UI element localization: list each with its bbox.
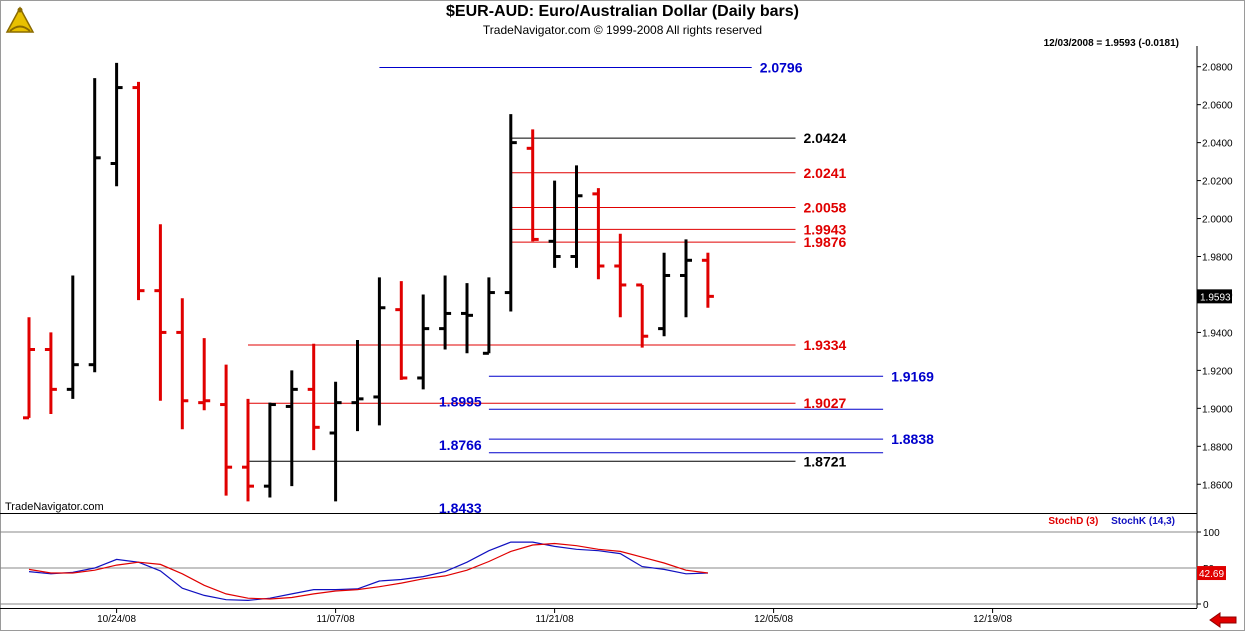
indicator-legend: StochD (3) StochK (14,3) (1048, 516, 1175, 527)
level-label: 1.8433 (439, 500, 482, 516)
stoch-tick-label: 100 (1203, 528, 1220, 539)
ohlc-bar (461, 283, 473, 354)
ohlc-bar (242, 398, 254, 502)
level-label: 2.0796 (760, 59, 803, 75)
ohlc-bar (373, 277, 386, 426)
level-label: 1.8838 (891, 431, 934, 447)
ohlc-bar (44, 332, 57, 415)
ohlc-bar (66, 275, 79, 399)
y-tick-label: 2.0400 (1202, 139, 1233, 150)
scroll-left-arrow-icon[interactable] (1208, 612, 1238, 628)
level-label: 1.9334 (804, 337, 847, 353)
ohlc-bar (220, 364, 233, 496)
y-tick-label: 1.8600 (1202, 480, 1233, 491)
level-label: 1.9027 (804, 395, 847, 411)
last-price-badge (1197, 289, 1232, 304)
x-tick-label: 10/24/08 (97, 614, 136, 625)
ohlc-bar (592, 188, 605, 280)
ohlc-bar (482, 277, 495, 355)
ohlc-bar (351, 340, 364, 432)
ohlc-bar (526, 129, 539, 242)
y-tick-label: 1.9200 (1202, 366, 1233, 377)
ohlc-bar (504, 114, 517, 312)
ohlc-bar (285, 370, 298, 487)
x-tick-label: 11/07/08 (317, 614, 356, 625)
y-tick-label: 2.0200 (1202, 177, 1233, 188)
ohlc-bar (680, 239, 692, 318)
ohlc-bar (154, 224, 167, 401)
ohlc-bar (132, 81, 145, 301)
ohlc-bar (417, 294, 430, 390)
y-tick-label: 1.9000 (1202, 404, 1233, 415)
chart-title: $EUR-AUD: Euro/Australian Dollar (Daily … (446, 3, 799, 20)
x-tick-label: 12/05/08 (754, 614, 793, 625)
ohlc-bar (439, 275, 452, 350)
stochd-line (28, 542, 708, 600)
level-label: 1.9943 (804, 221, 847, 237)
ohlc-bar (110, 62, 123, 187)
ohlc-bar (701, 252, 714, 308)
y-tick-label: 1.9400 (1202, 328, 1233, 339)
ohlc-bar (329, 381, 342, 502)
ohlc-bar (307, 343, 320, 451)
stochk-line (28, 541, 708, 602)
y-tick-label: 2.0000 (1202, 215, 1233, 226)
ohlc-bar (198, 338, 211, 411)
ohlc-bar (570, 165, 583, 268)
ohlc-bar (614, 233, 627, 318)
stochd-legend: StochD (3) (1048, 516, 1099, 527)
y-tick-label: 2.0800 (1202, 63, 1233, 74)
ohlc-bar (658, 252, 671, 337)
level-label: 1.8721 (804, 453, 847, 469)
ohlc-bar (23, 317, 35, 420)
level-label: 2.0424 (804, 130, 847, 146)
stoch-last-badge (1197, 566, 1226, 581)
ohlc-bar (88, 78, 101, 373)
y-tick-label: 2.0600 (1202, 101, 1233, 112)
ohlc-bar (176, 298, 189, 430)
ohlc-bar (636, 283, 649, 348)
stochk-legend: StochK (14,3) (1111, 516, 1175, 527)
level-label: 1.9169 (891, 368, 934, 384)
level-label: 1.8995 (439, 393, 482, 409)
y-tick-label: 1.8800 (1202, 442, 1233, 453)
ohlc-bar (548, 180, 561, 268)
stoch-last-label: 42.69 (1199, 569, 1224, 580)
chart-copyright: TradeNavigator.com © 1999-2008 All right… (482, 23, 763, 37)
last-price-label: 1.9593 (1200, 292, 1231, 303)
x-tick-label: 11/21/08 (536, 614, 575, 625)
ohlc-bar (395, 281, 408, 380)
x-tick-label: 12/19/08 (973, 614, 1012, 625)
level-label: 2.0241 (804, 165, 847, 181)
y-tick-label: 1.9800 (1202, 253, 1233, 264)
stoch-tick-label: 0 (1203, 600, 1209, 611)
level-label: 1.8766 (439, 437, 482, 453)
watermark: TradeNavigator.com (5, 501, 104, 513)
sextant-icon (5, 6, 35, 33)
ohlc-bar (263, 402, 276, 498)
level-label: 1.9876 (804, 234, 847, 250)
last-quote-stamp: 12/03/2008 = 1.9593 (-0.0181) (1043, 38, 1179, 49)
level-label: 2.0058 (804, 200, 847, 216)
